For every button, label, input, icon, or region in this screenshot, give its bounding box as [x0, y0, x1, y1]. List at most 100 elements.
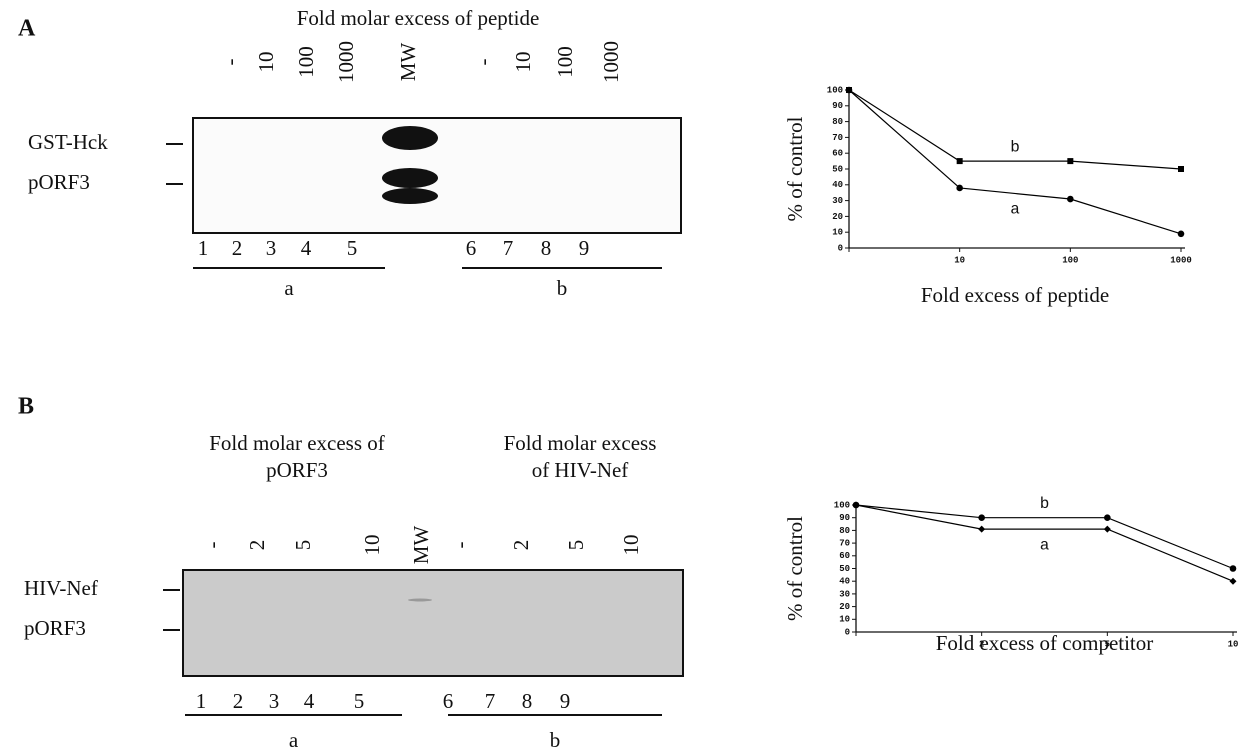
y-tick-label: 90 — [832, 101, 843, 111]
y-tick-label: 50 — [832, 164, 843, 174]
band-label: pORF3 — [28, 170, 90, 194]
band-label: GST-Hck — [28, 130, 108, 154]
point — [978, 514, 985, 521]
point — [1178, 166, 1184, 172]
group-label: b — [557, 276, 568, 300]
point — [1067, 196, 1074, 203]
x-tick-label: 10 — [954, 255, 965, 265]
series-label: b — [1010, 138, 1020, 156]
point — [957, 158, 963, 164]
y-tick-label: 90 — [839, 513, 850, 523]
y-tick-label: 100 — [827, 85, 843, 95]
x-tick-label: 10 — [1228, 639, 1239, 649]
point — [1104, 514, 1111, 521]
lane-label: 10 — [619, 535, 643, 556]
gel-title: Fold molar excess — [504, 431, 657, 455]
lane-number: 7 — [485, 689, 496, 713]
y-tick-label: 30 — [832, 196, 843, 206]
figure: AFold molar excess of peptide-101001000M… — [0, 0, 1245, 752]
lane-number: 4 — [304, 689, 315, 713]
gel-title: pORF3 — [266, 458, 328, 482]
lane-label: 10 — [511, 52, 535, 73]
panel-letter: A — [18, 16, 36, 42]
mw-band — [382, 168, 438, 188]
lane-number: 3 — [269, 689, 280, 713]
y-tick-label: 40 — [832, 180, 843, 190]
lane-number: 5 — [354, 689, 365, 713]
lane-number: 2 — [233, 689, 244, 713]
x-axis-title: Fold excess of peptide — [921, 283, 1109, 307]
lane-label: 5 — [291, 540, 315, 551]
lane-label: 100 — [294, 46, 318, 78]
y-tick-label: 70 — [839, 538, 850, 548]
point — [1230, 578, 1237, 585]
point — [1067, 158, 1073, 164]
point — [1178, 230, 1185, 237]
lane-number: 9 — [579, 236, 590, 260]
y-tick-label: 10 — [832, 228, 843, 238]
series-label: a — [1010, 201, 1020, 219]
lane-label: MW — [409, 526, 433, 565]
band-label: HIV-Nef — [24, 576, 98, 600]
gel-title: Fold molar excess of — [209, 431, 385, 455]
y-tick-label: 100 — [834, 500, 850, 510]
mw-band — [382, 126, 438, 150]
x-axis-title: Fold excess of competitor — [936, 631, 1154, 655]
panel-letter: B — [18, 394, 34, 420]
y-tick-label: 50 — [839, 564, 850, 574]
gel-b — [183, 570, 683, 676]
point — [1104, 526, 1111, 533]
lane-label: 5 — [564, 540, 588, 551]
lane-number: 1 — [196, 689, 207, 713]
group-label: a — [289, 728, 299, 752]
y-axis-title: % of control — [783, 116, 807, 221]
point — [956, 185, 963, 192]
lane-number: 9 — [560, 689, 571, 713]
y-axis-title: % of control — [783, 516, 807, 621]
lane-number: 4 — [301, 236, 312, 260]
group-label: b — [550, 728, 561, 752]
y-tick-label: 20 — [839, 602, 850, 612]
y-tick-label: 20 — [832, 212, 843, 222]
series-label: a — [1040, 536, 1050, 554]
series-label: b — [1040, 495, 1050, 513]
y-tick-label: 80 — [839, 526, 850, 536]
y-tick-label: 60 — [839, 551, 850, 561]
y-tick-label: 0 — [845, 627, 850, 637]
mw-band — [408, 599, 432, 602]
lane-number: 2 — [232, 236, 243, 260]
x-tick-label: 1000 — [1170, 255, 1192, 265]
x-tick-label: 100 — [1062, 255, 1078, 265]
lane-label: 10 — [360, 535, 384, 556]
lane-label: 2 — [245, 540, 269, 551]
lane-number: 1 — [198, 236, 209, 260]
y-tick-label: 10 — [839, 615, 850, 625]
lane-label: MW — [396, 43, 420, 82]
gel-title: Fold molar excess of peptide — [297, 6, 540, 30]
band-label: pORF3 — [24, 616, 86, 640]
lane-label: 100 — [553, 46, 577, 78]
point — [978, 526, 985, 533]
series-line — [849, 90, 1181, 169]
lane-number: 5 — [347, 236, 358, 260]
lane-label: 1000 — [334, 41, 358, 83]
gel-title: of HIV-Nef — [532, 458, 629, 482]
lane-label: 10 — [254, 52, 278, 73]
lane-number: 8 — [522, 689, 533, 713]
lane-number: 3 — [266, 236, 277, 260]
point — [846, 87, 852, 93]
y-tick-label: 40 — [839, 577, 850, 587]
lane-number: 8 — [541, 236, 552, 260]
y-tick-label: 0 — [838, 243, 843, 253]
y-tick-label: 60 — [832, 149, 843, 159]
lane-label: 2 — [509, 540, 533, 551]
y-tick-label: 70 — [832, 133, 843, 143]
lane-label: - — [218, 59, 242, 66]
mw-band — [382, 188, 438, 204]
lane-label: - — [200, 542, 224, 549]
y-tick-label: 80 — [832, 117, 843, 127]
lane-label: - — [471, 59, 495, 66]
point — [853, 502, 860, 509]
lane-number: 6 — [466, 236, 477, 260]
lane-label: 1000 — [599, 41, 623, 83]
